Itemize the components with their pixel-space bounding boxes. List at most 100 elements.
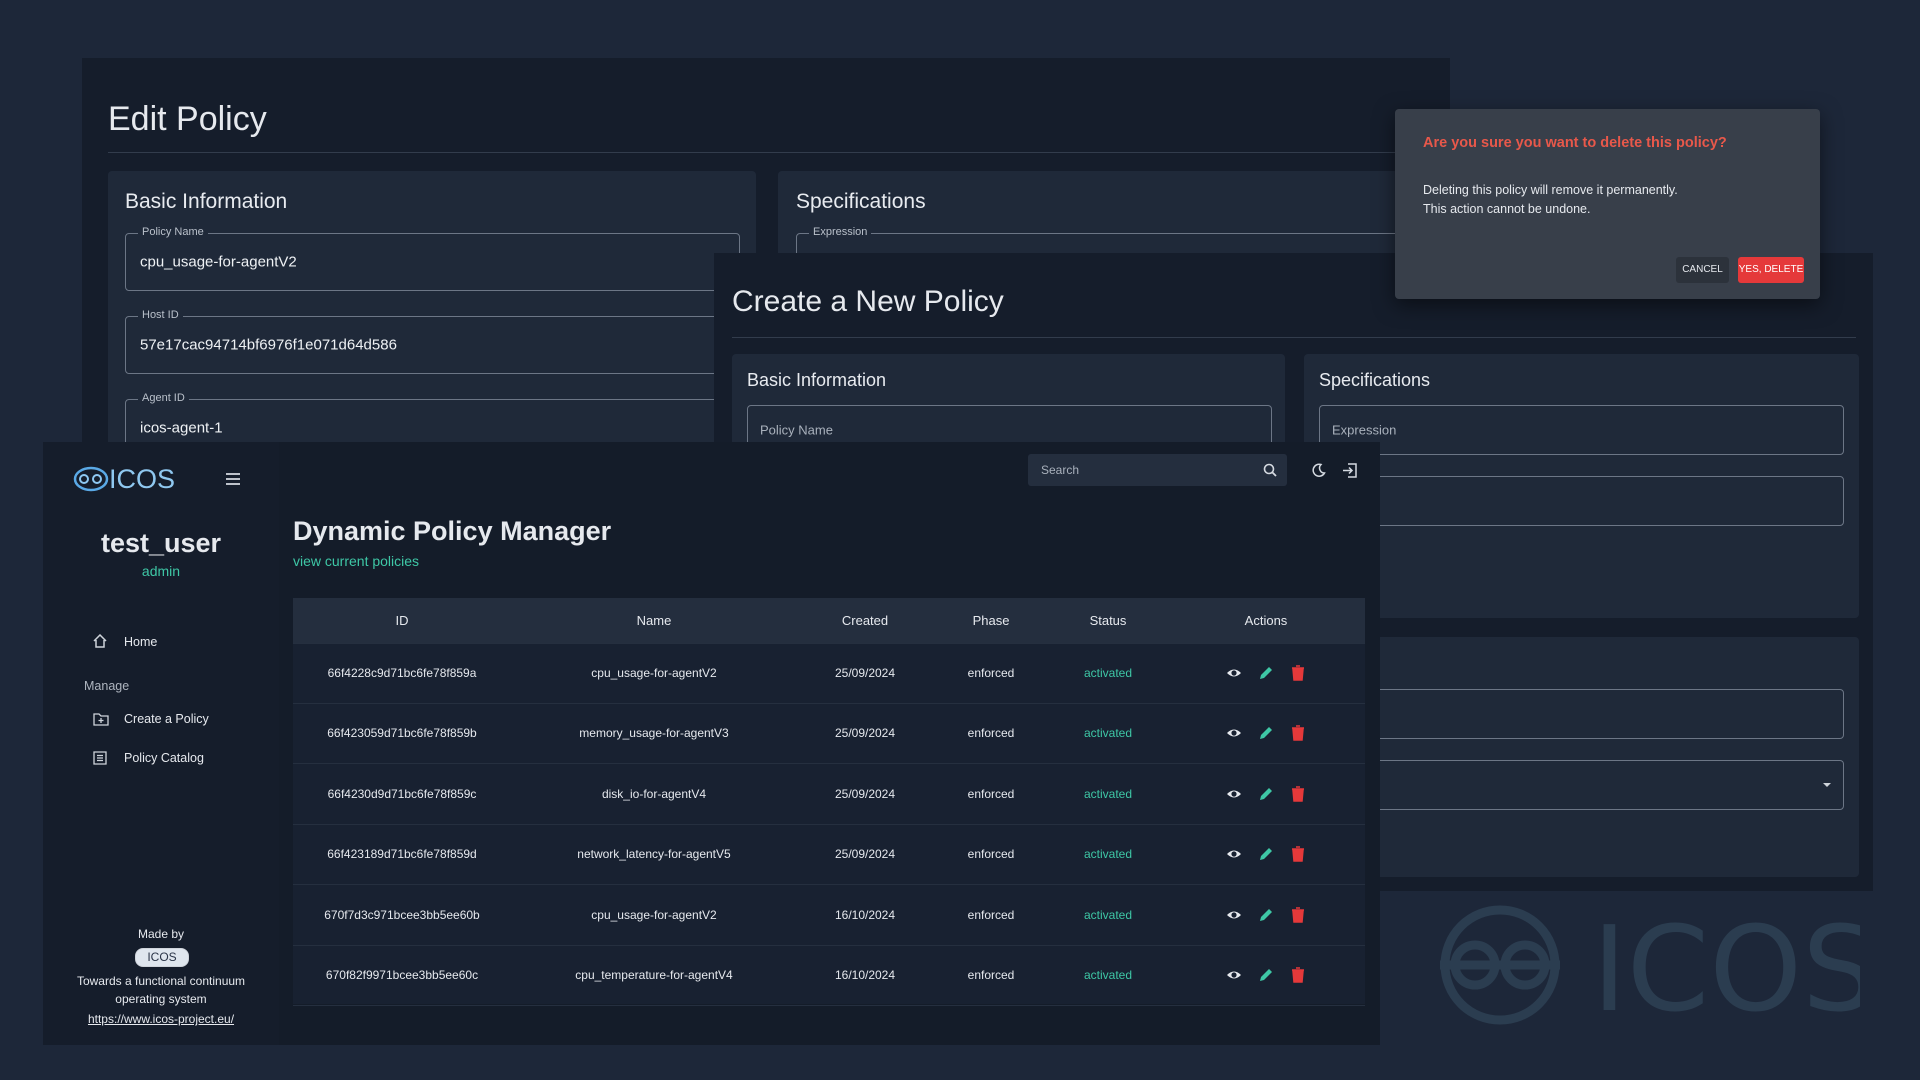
actions-cell <box>1167 967 1365 983</box>
table-cell: enforced <box>967 968 1015 982</box>
table-cell: activated <box>1083 907 1133 922</box>
text-field[interactable]: Host ID 57e17cac94714bf6976f1e071d64d586 <box>125 309 740 374</box>
card-title: Specifications <box>796 190 926 213</box>
table-row: 670f7d3c971bcee3bb5ee60b cpu_usage-for-ag… <box>293 885 1365 946</box>
edit-button[interactable] <box>1258 967 1274 983</box>
input[interactable] <box>1319 689 1844 739</box>
text-field[interactable]: Policy Name cpu_usage-for-agentV2 <box>125 226 740 291</box>
table-cell: activated <box>1083 666 1133 680</box>
nav-home[interactable]: Home <box>124 635 158 649</box>
field-label: Policy Name <box>138 226 208 238</box>
delete-button[interactable]: YES, DELETE <box>1738 257 1804 283</box>
card-title: Basic Information <box>747 370 887 390</box>
view-button[interactable] <box>1226 786 1242 802</box>
view-button[interactable] <box>1226 725 1242 741</box>
main-area: Search Dynamic Policy Manager view curre… <box>279 442 1380 1045</box>
logout-button[interactable] <box>1342 463 1357 478</box>
view-button[interactable] <box>1226 907 1242 923</box>
view-button[interactable] <box>1226 665 1242 681</box>
expression-input[interactable]: Expression <box>1319 405 1844 455</box>
actions-cell <box>1167 665 1365 681</box>
actions-cell <box>1167 786 1365 802</box>
cancel-button[interactable]: CANCEL <box>1676 257 1729 283</box>
placeholder: Expression <box>1332 422 1397 438</box>
field-value: icos-agent-1 <box>140 419 223 437</box>
table-row: 66f423189d71bc6fe78f859d network_latency-… <box>293 824 1365 886</box>
delete-dialog: Are you sure you want to delete this pol… <box>1395 109 1820 299</box>
badge: ICOS <box>135 948 189 967</box>
role: admin <box>141 563 181 579</box>
folder-icon <box>93 713 109 726</box>
delete-button[interactable] <box>1290 725 1306 742</box>
divider <box>108 152 1424 153</box>
input[interactable] <box>1319 476 1844 526</box>
theme-toggle[interactable] <box>1311 463 1326 478</box>
made-by: Made by <box>137 927 185 941</box>
table-cell: enforced <box>967 847 1015 862</box>
edit-button[interactable] <box>1258 786 1274 802</box>
placeholder: Policy Name <box>760 422 833 438</box>
table-cell: 25/09/2024 <box>834 847 896 862</box>
column-header: Phase <box>972 613 1010 628</box>
username: test_user <box>100 528 222 558</box>
table-row: 66f4230d9d71bc6fe78f859c disk_io-for-agen… <box>293 764 1365 825</box>
table-cell: 66f4228c9d71bc6fe78f859a <box>327 666 477 680</box>
edit-button[interactable] <box>1258 907 1274 923</box>
menu-button[interactable] <box>225 472 241 486</box>
tagline: Towards a functional continuum operating… <box>76 974 246 1006</box>
table-row: 66f4228c9d71bc6fe78f859a cpu_usage-for-ag… <box>293 643 1365 704</box>
column-header: Name <box>636 613 672 628</box>
table-cell: 670f82f9971bcee3bb5ee60c <box>325 968 479 982</box>
home-icon <box>93 634 107 648</box>
select[interactable] <box>1319 760 1844 810</box>
column-header: Created <box>841 613 889 628</box>
actions-cell <box>1167 725 1365 742</box>
search-icon <box>1263 463 1277 477</box>
delete-button[interactable] <box>1290 967 1306 983</box>
nav-create-policy[interactable]: Create a Policy <box>124 712 209 726</box>
watermark: ICOS <box>1440 905 1860 1035</box>
table-cell: activated <box>1083 847 1133 862</box>
view-button[interactable] <box>1226 967 1242 983</box>
card-title: Basic Information <box>125 190 288 213</box>
dialog-title: Are you sure you want to delete this pol… <box>1423 135 1727 151</box>
table-cell: enforced <box>967 907 1015 922</box>
column-header: ID <box>395 613 409 628</box>
field-value: cpu_usage-for-agentV2 <box>140 253 297 271</box>
card-title: Specifications <box>1319 370 1431 390</box>
nav-section: Manage <box>84 679 130 693</box>
table-cell: activated <box>1083 968 1133 982</box>
page-title: Dynamic Policy Manager <box>293 516 612 546</box>
watermark-text: ICOS <box>1592 905 1860 1035</box>
delete-button[interactable] <box>1290 846 1306 862</box>
edit-button[interactable] <box>1258 846 1274 862</box>
table-cell: 16/10/2024 <box>834 907 896 922</box>
project-link[interactable]: https://www.icos-project.eu/ <box>87 1012 235 1026</box>
edit-button[interactable] <box>1258 725 1274 741</box>
edit-policy-title: Edit Policy <box>108 100 267 138</box>
table-cell: 670f7d3c971bcee3bb5ee60b <box>324 907 480 922</box>
table-cell: network_latency-for-agentV5 <box>577 847 731 862</box>
view-policies-link[interactable]: view current policies <box>293 553 420 569</box>
divider <box>732 337 1856 338</box>
dialog-message: Deleting this policy will remove it perm… <box>1423 183 1678 197</box>
table-row: 670f82f9971bcee3bb5ee60c cpu_temperature-… <box>293 945 1365 1006</box>
search-box[interactable]: Search <box>1028 454 1287 486</box>
dialog-message: This action cannot be undone. <box>1423 202 1591 216</box>
logo-icon <box>73 466 109 492</box>
view-button[interactable] <box>1226 846 1242 862</box>
delete-button[interactable] <box>1290 786 1306 802</box>
field-label: Agent ID <box>138 392 189 404</box>
action-card <box>1304 637 1859 877</box>
delete-button[interactable] <box>1290 906 1306 923</box>
spec-card: Specifications Expression <box>1304 354 1859 618</box>
sidebar: ICOS test_user admin Home Manage Create … <box>43 442 279 1045</box>
nav-policy-catalog[interactable]: Policy Catalog <box>124 751 204 765</box>
search-placeholder: Search <box>1041 463 1080 477</box>
table-cell: 66f4230d9d71bc6fe78f859c <box>327 786 477 801</box>
delete-button[interactable] <box>1290 665 1306 681</box>
edit-button[interactable] <box>1258 665 1274 681</box>
table-header: ID Name Created Phase Status Actions <box>293 598 1365 644</box>
column-header: Status <box>1089 613 1127 628</box>
table-cell: cpu_usage-for-agentV2 <box>591 666 717 680</box>
